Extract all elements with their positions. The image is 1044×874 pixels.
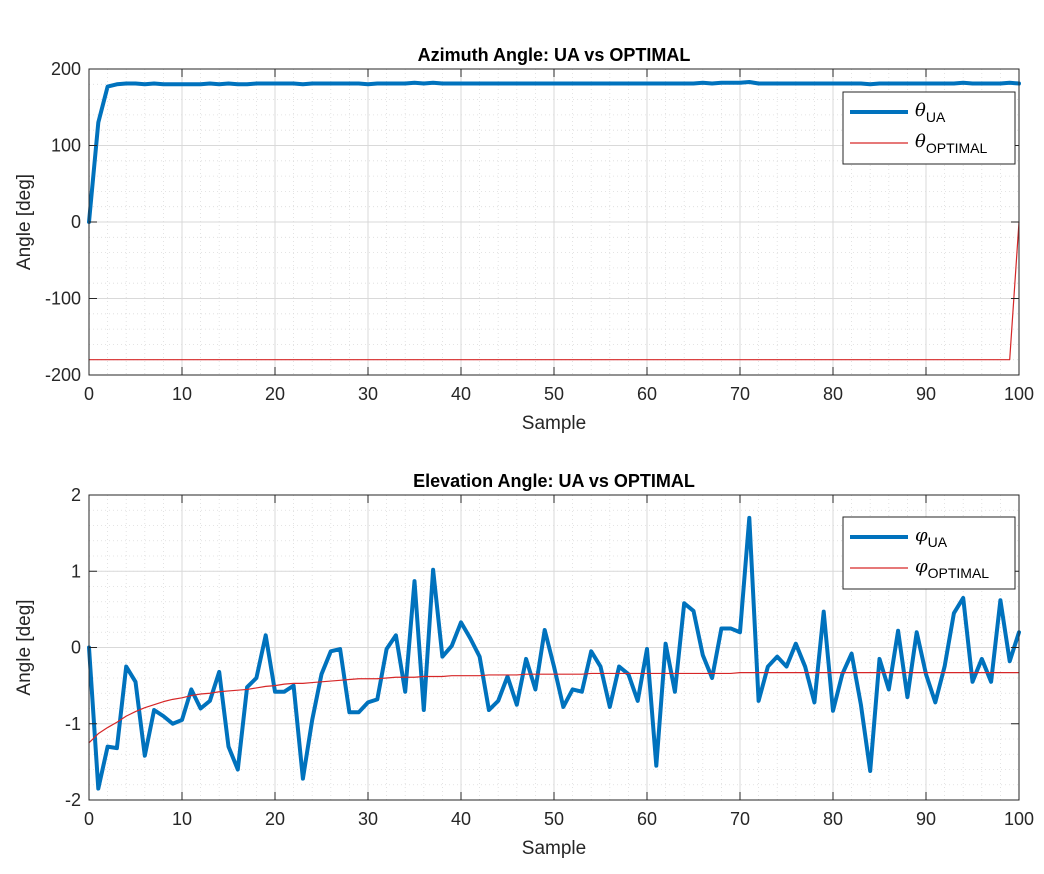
x-tick-label: 100 — [1004, 384, 1034, 404]
x-tick-label: 70 — [730, 384, 750, 404]
x-tick-label: 50 — [544, 809, 564, 829]
x-axis-label: Sample — [522, 838, 586, 859]
y-tick-label: 1 — [71, 561, 81, 581]
x-tick-label: 30 — [358, 384, 378, 404]
x-tick-label: 0 — [84, 384, 94, 404]
x-tick-label: 90 — [916, 809, 936, 829]
chart-panel-1: 0 10 20 30 40 50 60 70 80 90 100 200 100 0 -100 -200 Azi… — [14, 45, 1034, 434]
y-tick-label: -2 — [65, 790, 81, 810]
x-axis-label: Sample — [522, 413, 586, 434]
x-tick-label: 0 — [84, 809, 94, 829]
x-tick-label: 40 — [451, 384, 471, 404]
x-tick-label: 80 — [823, 809, 843, 829]
x-tick-label: 60 — [637, 384, 657, 404]
x-tick-label: 80 — [823, 384, 843, 404]
y-tick-label: 0 — [71, 212, 81, 232]
x-tick-label: 50 — [544, 384, 564, 404]
x-tick-label: 70 — [730, 809, 750, 829]
y-tick-label: 0 — [71, 638, 81, 658]
x-tick-label: 10 — [172, 809, 192, 829]
y-tick-label: -200 — [45, 365, 81, 385]
y-tick-label: 100 — [51, 136, 81, 156]
x-tick-label: 30 — [358, 809, 378, 829]
x-tick-label: 40 — [451, 809, 471, 829]
x-tick-label: 20 — [265, 384, 285, 404]
chart-title: Azimuth Angle: UA vs OPTIMAL — [418, 45, 691, 65]
x-tick-label: 60 — [637, 809, 657, 829]
y-tick-label: -100 — [45, 289, 81, 309]
chart-title: Elevation Angle: UA vs OPTIMAL — [413, 471, 695, 491]
x-tick-label: 90 — [916, 384, 936, 404]
x-tick-label: 20 — [265, 809, 285, 829]
y-axis-label: Angle [deg] — [14, 174, 35, 270]
y-axis-label: Angle [deg] — [14, 599, 35, 695]
y-tick-label: 200 — [51, 59, 81, 79]
x-tick-label: 100 — [1004, 809, 1034, 829]
x-tick-label: 10 — [172, 384, 192, 404]
y-tick-label: -1 — [65, 714, 81, 734]
y-tick-label: 2 — [71, 485, 81, 505]
